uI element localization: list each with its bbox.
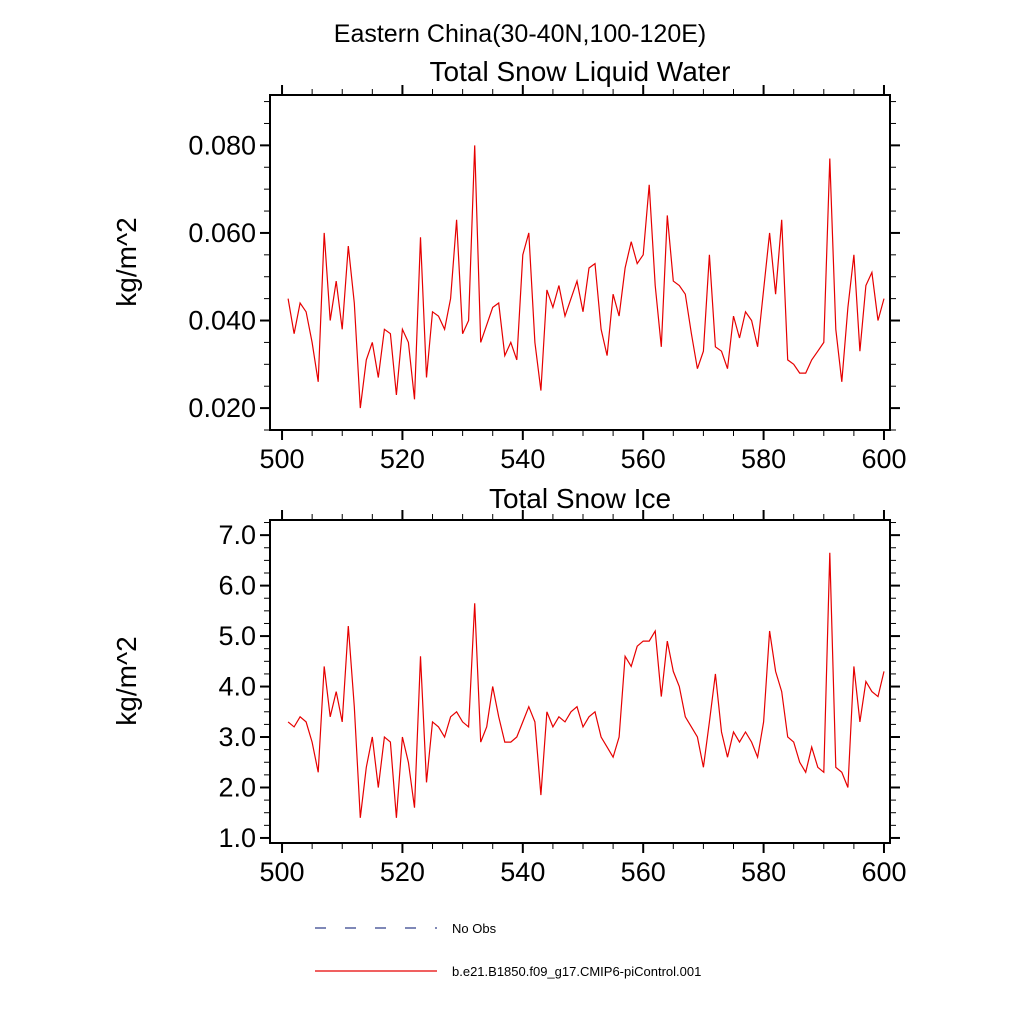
- x-tick-label: 520: [380, 857, 425, 887]
- data-series-line: [287, 145, 885, 409]
- x-tick-label: 600: [861, 444, 906, 474]
- x-tick-label: 540: [500, 444, 545, 474]
- legend-label-no-obs: No Obs: [452, 920, 497, 936]
- main-title: Eastern China(30-40N,100-120E): [333, 20, 707, 48]
- chart-1: 500 520 540 560 580 600 0.020 0.040 0.060 0.080: [188, 85, 907, 474]
- y-tick-label: 3.0: [218, 722, 256, 752]
- x-tick-label: 580: [741, 857, 786, 887]
- chart-2: 500 520 540 560 580 600 1.0 2.0 3.0 4.0 5.0 6.0 7.0: [218, 510, 907, 887]
- x-tick-label: 520: [380, 444, 425, 474]
- no-obs-dashed-line: [315, 927, 437, 929]
- y-tick-label: 0.080: [188, 130, 256, 160]
- y-tick-label: 0.060: [188, 218, 256, 248]
- y-tick-label: 6.0: [218, 571, 256, 601]
- axis-frame: [269, 519, 891, 844]
- legend-label-model-run: b.e21.B1850.f09_g17.CMIP6-piControl.001: [452, 963, 702, 979]
- chart2-title: Total Snow Ice: [488, 483, 672, 514]
- legend-item-model-run: b.e21.B1850.f09_g17.CMIP6-piControl.001: [313, 963, 702, 979]
- axis-frame: [269, 94, 891, 431]
- y-tick-label: 7.0: [218, 520, 256, 550]
- y-tick-label: 5.0: [218, 621, 256, 651]
- x-tick-label: 560: [621, 857, 666, 887]
- y-tick-label: 0.020: [188, 393, 256, 423]
- y-tick-label: 4.0: [218, 672, 256, 702]
- y-tick-label: 1.0: [218, 823, 256, 853]
- x-tick-label: 560: [621, 444, 666, 474]
- chart2-y-axis-label: kg/m^2: [111, 636, 142, 726]
- chart1-y-axis-label: kg/m^2: [111, 217, 142, 307]
- x-tick-label: 540: [500, 857, 545, 887]
- chart1-title: Total Snow Liquid Water: [429, 56, 731, 87]
- x-tick-label: 580: [741, 444, 786, 474]
- legend-item-no-obs: No Obs: [313, 920, 497, 936]
- model-run-solid-line: [315, 970, 437, 972]
- data-series-line: [287, 552, 885, 818]
- x-tick-label: 500: [260, 857, 305, 887]
- y-tick-label: 2.0: [218, 772, 256, 802]
- y-tick-label: 0.040: [188, 306, 256, 336]
- x-tick-label: 600: [861, 857, 906, 887]
- x-tick-label: 500: [260, 444, 305, 474]
